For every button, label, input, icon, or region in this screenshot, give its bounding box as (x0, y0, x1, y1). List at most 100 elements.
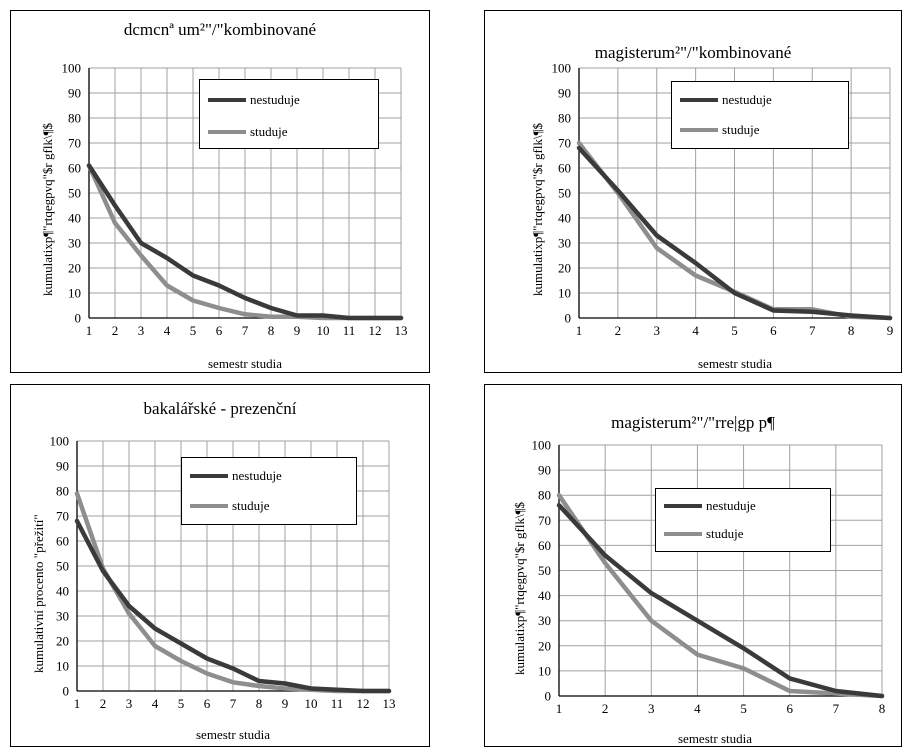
y-tick-label: 40 (56, 584, 69, 599)
y-tick-label: 60 (56, 534, 69, 549)
series-line-nestuduje (556, 502, 885, 699)
y-tick-label: 40 (68, 211, 81, 226)
legend-item: nestuduje (664, 498, 756, 514)
y-tick-label: 10 (558, 286, 571, 301)
legend-label: nestuduje (250, 92, 300, 107)
x-tick-label: 12 (369, 323, 382, 338)
legend-item: nestuduje (208, 92, 300, 108)
legend-label: studuje (250, 124, 288, 139)
y-tick-label: 50 (68, 186, 81, 201)
legend: nestuduje studuje (181, 457, 357, 525)
y-tick-label: 20 (56, 634, 69, 649)
y-tick-label: 70 (558, 136, 571, 151)
y-tick-label: 80 (56, 484, 69, 499)
y-axis-label: kumulativní procento "přežití" (31, 514, 46, 673)
x-tick-label: 2 (615, 323, 622, 338)
y-tick-label: 50 (558, 186, 571, 201)
y-tick-label: 0 (545, 689, 552, 704)
y-tick-label: 50 (56, 559, 69, 574)
y-tick-label: 80 (538, 488, 551, 503)
legend-item: studuje (208, 124, 288, 140)
y-tick-label: 30 (68, 236, 81, 251)
legend-swatch-nestuduje (664, 504, 702, 508)
x-tick-label: 5 (190, 323, 197, 338)
x-tick-label: 3 (126, 696, 133, 711)
x-tick-label: 2 (112, 323, 119, 338)
y-tick-label: 80 (558, 111, 571, 126)
y-tick-label: 70 (56, 509, 69, 524)
x-tick-label: 10 (317, 323, 330, 338)
y-tick-label: 100 (532, 438, 552, 453)
legend-swatch-studuje (208, 130, 246, 134)
legend-item: studuje (190, 498, 270, 514)
x-tick-label: 9 (887, 323, 894, 338)
x-tick-label: 4 (692, 323, 699, 338)
legend-swatch-studuje (664, 532, 702, 536)
chart-panel-4: 1 2 3 4 5 6 7 8 0 10 20 30 40 50 60 70 80 90 100 magisteru… (484, 384, 902, 747)
x-tick-label: 13 (395, 323, 408, 338)
y-tick-label: 10 (68, 286, 81, 301)
x-tick-label: 7 (809, 323, 816, 338)
x-tick-label: 3 (138, 323, 145, 338)
chart-title: magisterum²"/"rre|gp p¶ (611, 413, 775, 432)
x-tick-label: 11 (331, 696, 344, 711)
legend-item: nestuduje (680, 92, 772, 108)
legend-item: nestuduje (190, 468, 282, 484)
chart-panel-1: 1 2 3 4 5 6 7 8 9 10 11 12 13 0 10 20 30 40 50 60 70 80 90 100 … (10, 10, 430, 373)
x-tick-label: 12 (357, 696, 370, 711)
series-line-nestuduje (74, 518, 392, 694)
series-line-nestuduje (576, 145, 893, 321)
x-tick-label: 1 (556, 701, 563, 716)
x-tick-label: 11 (343, 323, 356, 338)
y-tick-label: 100 (50, 434, 70, 449)
x-tick-label: 13 (383, 696, 396, 711)
y-tick-label: 20 (538, 638, 551, 653)
x-axis-label: semestr studia (207, 356, 282, 371)
y-tick-label: 70 (538, 513, 551, 528)
series-line-studuje (556, 492, 885, 699)
y-tick-label: 50 (538, 563, 551, 578)
legend: nestuduje studuje (199, 79, 379, 149)
x-tick-label: 2 (602, 701, 609, 716)
chart-title: bakalářské - prezenční (143, 399, 297, 418)
legend-swatch-nestuduje (190, 474, 228, 478)
y-tick-label: 30 (558, 236, 571, 251)
y-tick-label: 90 (538, 463, 551, 478)
x-axis-label: semestr studia (697, 356, 772, 371)
y-tick-label: 40 (538, 588, 551, 603)
y-axis-label: kumulatixp¶"rtqegpvq"$r gflk\¶$ (512, 502, 527, 675)
x-tick-label: 5 (178, 696, 185, 711)
y-tick-label: 90 (558, 86, 571, 101)
chart-panel-2: 1 2 3 4 5 6 7 8 9 0 10 20 30 40 50 60 70 80 90 100 magister… (484, 10, 902, 373)
x-tick-label: 10 (305, 696, 318, 711)
legend-swatch-studuje (680, 128, 718, 132)
x-tick-label: 8 (256, 696, 263, 711)
y-tick-label: 40 (558, 211, 571, 226)
legend-label: studuje (232, 498, 270, 513)
x-tick-label: 4 (694, 701, 701, 716)
x-axis-label: semestr studia (677, 731, 752, 746)
y-tick-label: 10 (56, 659, 69, 674)
y-tick-label: 100 (62, 61, 82, 76)
x-tick-label: 1 (74, 696, 81, 711)
x-tick-label: 7 (242, 323, 249, 338)
x-tick-label: 8 (879, 701, 886, 716)
x-tick-label: 4 (152, 696, 159, 711)
legend-item: studuje (664, 526, 744, 542)
y-tick-label: 60 (558, 161, 571, 176)
x-tick-label: 8 (848, 323, 855, 338)
y-tick-label: 30 (56, 609, 69, 624)
x-tick-label: 5 (731, 323, 738, 338)
legend: nestuduje studuje (655, 488, 831, 552)
legend-swatch-nestuduje (208, 98, 246, 102)
x-axis-label: semestr studia (195, 727, 270, 742)
y-tick-label: 20 (558, 261, 571, 276)
x-tick-label: 4 (164, 323, 171, 338)
y-tick-label: 60 (68, 161, 81, 176)
x-tick-label: 1 (576, 323, 583, 338)
y-tick-label: 0 (565, 311, 572, 326)
